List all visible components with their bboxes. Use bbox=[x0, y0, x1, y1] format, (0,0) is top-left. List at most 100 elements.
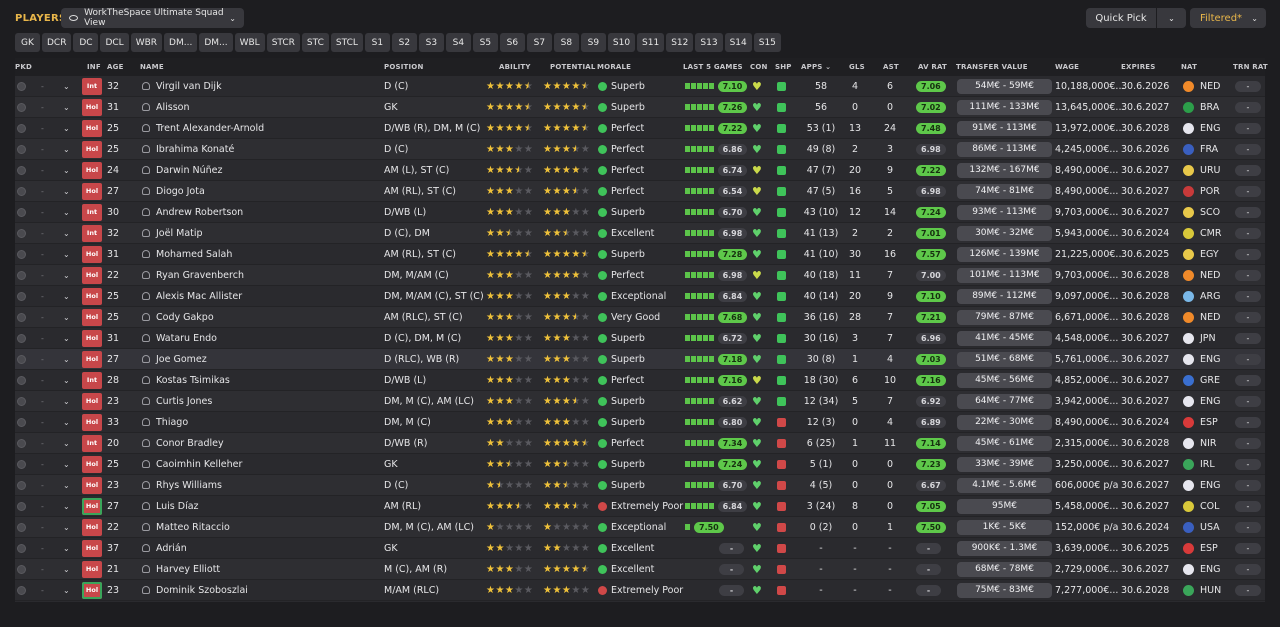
expand-cell[interactable]: ⌄ bbox=[63, 559, 73, 579]
pick-checkbox[interactable] bbox=[17, 501, 26, 511]
chevron-down-icon[interactable]: ⌄ bbox=[63, 354, 70, 364]
pkd-cell[interactable] bbox=[17, 559, 29, 579]
table-row[interactable]: - ⌄ Hol 23 Dominik Szoboszlai M/AM (RLC) ★★★★★… bbox=[15, 580, 1265, 601]
player-name[interactable]: Trent Alexander-Arnold bbox=[156, 122, 265, 134]
pick-checkbox[interactable] bbox=[17, 585, 26, 595]
pick-checkbox[interactable] bbox=[17, 543, 26, 553]
chevron-down-icon[interactable]: ⌄ bbox=[63, 396, 70, 406]
table-row[interactable]: - ⌄ Hol 31 Wataru Endo D (C), DM, M (C) ★★★★★ ★… bbox=[15, 328, 1265, 349]
expand-cell[interactable]: ⌄ bbox=[63, 139, 73, 159]
position-filter-button[interactable]: S10 bbox=[607, 33, 636, 52]
table-row[interactable]: - ⌄ Hol 33 Thiago DM, M (C) ★★★★★ ★★★★★ Superb 6.… bbox=[15, 412, 1265, 433]
table-row[interactable]: - ⌄ Hol 27 Diogo Jota AM (RL), ST (C) ★★★★★ ★★★… bbox=[15, 181, 1265, 202]
pkd-cell[interactable] bbox=[17, 76, 29, 96]
chevron-down-icon[interactable]: ⌄ bbox=[63, 291, 70, 301]
expand-cell[interactable]: ⌄ bbox=[63, 76, 73, 96]
transfer-value[interactable]: 132M€ - 167M€ bbox=[957, 162, 1052, 178]
player-name-cell[interactable]: Luis Díaz bbox=[142, 496, 372, 516]
pick-checkbox[interactable] bbox=[17, 354, 26, 364]
expand-cell[interactable]: ⌄ bbox=[63, 475, 73, 495]
player-name-cell[interactable]: Conor Bradley bbox=[142, 433, 372, 453]
transfer-value[interactable]: 1K€ - 5K€ bbox=[957, 519, 1052, 535]
position-filter-button[interactable]: S11 bbox=[637, 33, 665, 52]
player-name[interactable]: Ibrahima Konaté bbox=[156, 143, 235, 155]
position-filter-button[interactable]: S13 bbox=[695, 33, 723, 52]
pick-checkbox[interactable] bbox=[17, 81, 26, 91]
player-name-cell[interactable]: Harvey Elliott bbox=[142, 559, 372, 579]
chevron-down-icon[interactable]: ⌄ bbox=[63, 207, 70, 217]
chevron-down-icon[interactable]: ⌄ bbox=[63, 165, 70, 175]
player-name[interactable]: Joe Gomez bbox=[156, 353, 207, 365]
position-filter-button[interactable]: S8 bbox=[553, 33, 579, 52]
table-row[interactable]: - ⌄ Hol 31 Alisson GK ★★★★★ ★★★★★ Superb 7.26 ♥ 56 0… bbox=[15, 97, 1265, 118]
player-name-cell[interactable]: Alexis Mac Allister bbox=[142, 286, 372, 306]
pkd-cell[interactable] bbox=[17, 370, 29, 390]
pick-checkbox[interactable] bbox=[17, 291, 26, 301]
player-name-cell[interactable]: Joe Gomez bbox=[142, 349, 372, 369]
player-name-cell[interactable]: Adrián bbox=[142, 538, 372, 558]
pick-checkbox[interactable] bbox=[17, 522, 26, 532]
col-avrat[interactable]: AV RAT bbox=[918, 63, 948, 71]
player-name[interactable]: Curtis Jones bbox=[156, 395, 213, 407]
quick-pick-dropdown[interactable]: ⌄ bbox=[1157, 8, 1186, 28]
player-name[interactable]: Dominik Szoboszlai bbox=[156, 584, 248, 596]
transfer-value[interactable]: 4.1M€ - 5.6M€ bbox=[957, 477, 1052, 493]
transfer-value[interactable]: 64M€ - 77M€ bbox=[957, 393, 1052, 409]
table-row[interactable]: - ⌄ Hol 25 Ibrahima Konaté D (C) ★★★★★ ★★★★★ Per… bbox=[15, 139, 1265, 160]
col-nat[interactable]: NAT bbox=[1181, 63, 1198, 71]
pick-checkbox[interactable] bbox=[17, 165, 26, 175]
expand-cell[interactable]: ⌄ bbox=[63, 538, 73, 558]
transfer-value[interactable]: 101M€ - 113M€ bbox=[957, 267, 1052, 283]
col-wage[interactable]: WAGE bbox=[1055, 63, 1080, 71]
player-name-cell[interactable]: Darwin Núñez bbox=[142, 160, 372, 180]
pkd-cell[interactable] bbox=[17, 181, 29, 201]
col-trn-rat[interactable]: TRN RAT bbox=[1233, 63, 1268, 71]
position-filter-button[interactable]: S1 bbox=[364, 33, 390, 52]
chevron-down-icon[interactable]: ⌄ bbox=[63, 585, 70, 595]
pick-checkbox[interactable] bbox=[17, 144, 26, 154]
expand-cell[interactable]: ⌄ bbox=[63, 580, 73, 600]
transfer-value[interactable]: 95M€ bbox=[957, 498, 1052, 514]
table-row[interactable]: - ⌄ Hol 37 Adrián GK ★★★★★ ★★★★★ Excellent - ♥ - - - -… bbox=[15, 538, 1265, 559]
pick-checkbox[interactable] bbox=[17, 375, 26, 385]
col-potential[interactable]: POTENTIAL bbox=[550, 63, 596, 71]
filter-button[interactable]: Filtered* ⌄ bbox=[1190, 8, 1266, 28]
pick-checkbox[interactable] bbox=[17, 102, 26, 112]
transfer-value[interactable]: 126M€ - 139M€ bbox=[957, 246, 1052, 262]
player-name-cell[interactable]: Mohamed Salah bbox=[142, 244, 372, 264]
table-row[interactable]: - ⌄ Hol 25 Caoimhin Kelleher GK ★★★★★ ★★★★★ Supe… bbox=[15, 454, 1265, 475]
player-name-cell[interactable]: Virgil van Dijk bbox=[142, 76, 372, 96]
table-row[interactable]: - ⌄ Hol 21 Harvey Elliott M (C), AM (R) ★★★★★ ★… bbox=[15, 559, 1265, 580]
expand-cell[interactable]: ⌄ bbox=[63, 517, 73, 537]
player-name[interactable]: Cody Gakpo bbox=[156, 311, 214, 323]
transfer-value[interactable]: 45M€ - 61M€ bbox=[957, 435, 1052, 451]
transfer-value[interactable]: 93M€ - 113M€ bbox=[957, 204, 1052, 220]
chevron-down-icon[interactable]: ⌄ bbox=[63, 417, 70, 427]
table-row[interactable]: - ⌄ Int 32 Joël Matip D (C), DM ★★★★★ ★★★★★ Exce… bbox=[15, 223, 1265, 244]
player-name-cell[interactable]: Wataru Endo bbox=[142, 328, 372, 348]
pkd-cell[interactable] bbox=[17, 538, 29, 558]
col-inf[interactable]: INF bbox=[87, 63, 101, 71]
transfer-value[interactable]: 74M€ - 81M€ bbox=[957, 183, 1052, 199]
pkd-cell[interactable] bbox=[17, 349, 29, 369]
player-name-cell[interactable]: Alisson bbox=[142, 97, 372, 117]
pick-checkbox[interactable] bbox=[17, 207, 26, 217]
expand-cell[interactable]: ⌄ bbox=[63, 391, 73, 411]
expand-cell[interactable]: ⌄ bbox=[63, 286, 73, 306]
pkd-cell[interactable] bbox=[17, 160, 29, 180]
transfer-value[interactable]: 30M€ - 32M€ bbox=[957, 225, 1052, 241]
position-filter-button[interactable]: WBR bbox=[130, 33, 163, 52]
player-name[interactable]: Alisson bbox=[156, 101, 190, 113]
player-name[interactable]: Rhys Williams bbox=[156, 479, 222, 491]
player-name-cell[interactable]: Cody Gakpo bbox=[142, 307, 372, 327]
player-name-cell[interactable]: Dominik Szoboszlai bbox=[142, 580, 372, 600]
position-filter-button[interactable]: S3 bbox=[418, 33, 444, 52]
col-shp[interactable]: SHP bbox=[775, 63, 792, 71]
pkd-cell[interactable] bbox=[17, 265, 29, 285]
position-filter-button[interactable]: DM... bbox=[164, 33, 198, 52]
table-row[interactable]: - ⌄ Hol 22 Ryan Gravenberch DM, M/AM (C) ★★★★★… bbox=[15, 265, 1265, 286]
position-filter-button[interactable]: GK bbox=[15, 33, 40, 52]
table-row[interactable]: - ⌄ Hol 25 Alexis Mac Allister DM, M/AM (C), … bbox=[15, 286, 1265, 307]
player-name[interactable]: Andrew Robertson bbox=[156, 206, 244, 218]
player-name-cell[interactable]: Caoimhin Kelleher bbox=[142, 454, 372, 474]
